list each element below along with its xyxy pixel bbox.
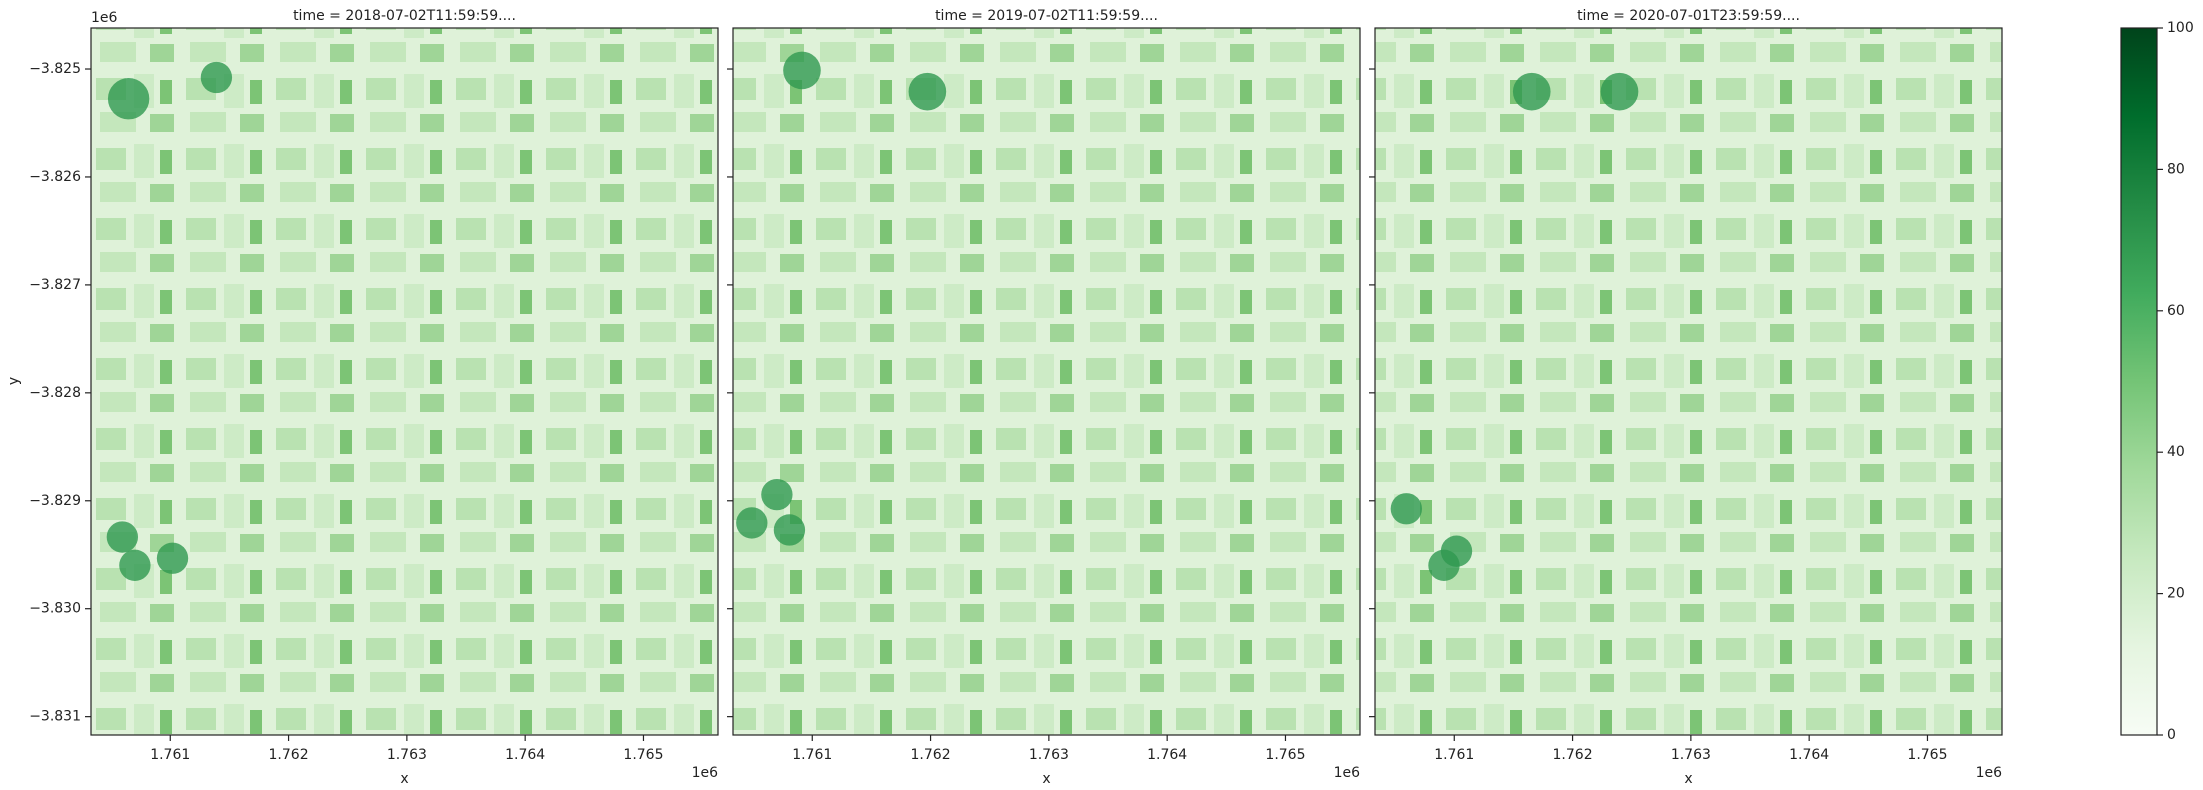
image-raster [733,28,1360,735]
panel-title: time = 2020-07-01T23:59:59.... [1577,8,1800,24]
field-circle [736,507,768,539]
colorbar-tick-label: 60 [2167,303,2185,319]
field-circle [106,521,139,553]
field-circle [200,61,233,94]
field-circle [773,514,806,546]
y-tick-label: −3.831 [29,709,81,725]
panel-title: time = 2018-07-02T11:59:59.... [293,8,516,24]
colorbar-tick-label: 20 [2167,586,2185,602]
x-axis-label: x [1684,771,1692,787]
colorbar-tick-label: 0 [2167,727,2176,743]
x-offset: 1e6 [1976,765,2003,781]
x-offset: 1e6 [1334,765,1361,781]
x-tick-label: 1.763 [387,747,427,763]
x-tick-label: 1.762 [911,747,951,763]
x-tick-label: 1.761 [792,747,832,763]
x-tick-label: 1.764 [1789,747,1829,763]
x-tick-label: 1.763 [1029,747,1069,763]
x-tick-label: 1.765 [1265,747,1305,763]
field-circle [908,72,947,111]
y-tick-label: −3.825 [29,61,81,77]
field-circle [1390,493,1423,525]
x-tick-label: 1.762 [1553,747,1593,763]
y-tick-label: −3.829 [29,493,81,509]
y-tick-label: −3.827 [29,277,81,293]
field-circle [1428,549,1460,581]
image-raster [91,28,718,735]
y-axis-label: y [6,377,22,385]
x-tick-label: 1.763 [1671,747,1711,763]
field-circle [1600,72,1639,111]
x-tick-label: 1.765 [623,747,663,763]
colorbar [2121,28,2157,735]
y-tick-label: −3.826 [29,169,81,185]
x-axis-label: x [1042,771,1050,787]
colorbar-tick-label: 80 [2167,161,2185,177]
x-tick-label: 1.761 [150,747,190,763]
panel-title: time = 2019-07-02T11:59:59.... [935,8,1158,24]
field-circle [1512,72,1551,111]
axes-frame [1374,27,2003,736]
field-circle [783,51,821,90]
axes-frame [732,27,1361,736]
colorbar-frame [2120,27,2158,736]
field-circle [119,549,151,581]
colorbar-tick-label: 100 [2167,20,2194,36]
axes-frame [90,27,719,736]
x-axis-label: x [400,771,408,787]
x-tick-label: 1.762 [269,747,309,763]
y-tick-label: −3.828 [29,385,81,401]
field-circle [156,542,189,574]
image-raster [1375,28,2002,735]
field-circle [107,78,150,120]
field-circle [761,478,793,511]
y-offset: 1e6 [91,10,118,26]
y-tick-label: −3.830 [29,601,81,617]
x-tick-label: 1.765 [1907,747,1947,763]
x-tick-label: 1.761 [1434,747,1474,763]
x-tick-label: 1.764 [1147,747,1187,763]
colorbar-tick-label: 40 [2167,444,2185,460]
x-tick-label: 1.764 [505,747,545,763]
x-offset: 1e6 [692,765,719,781]
